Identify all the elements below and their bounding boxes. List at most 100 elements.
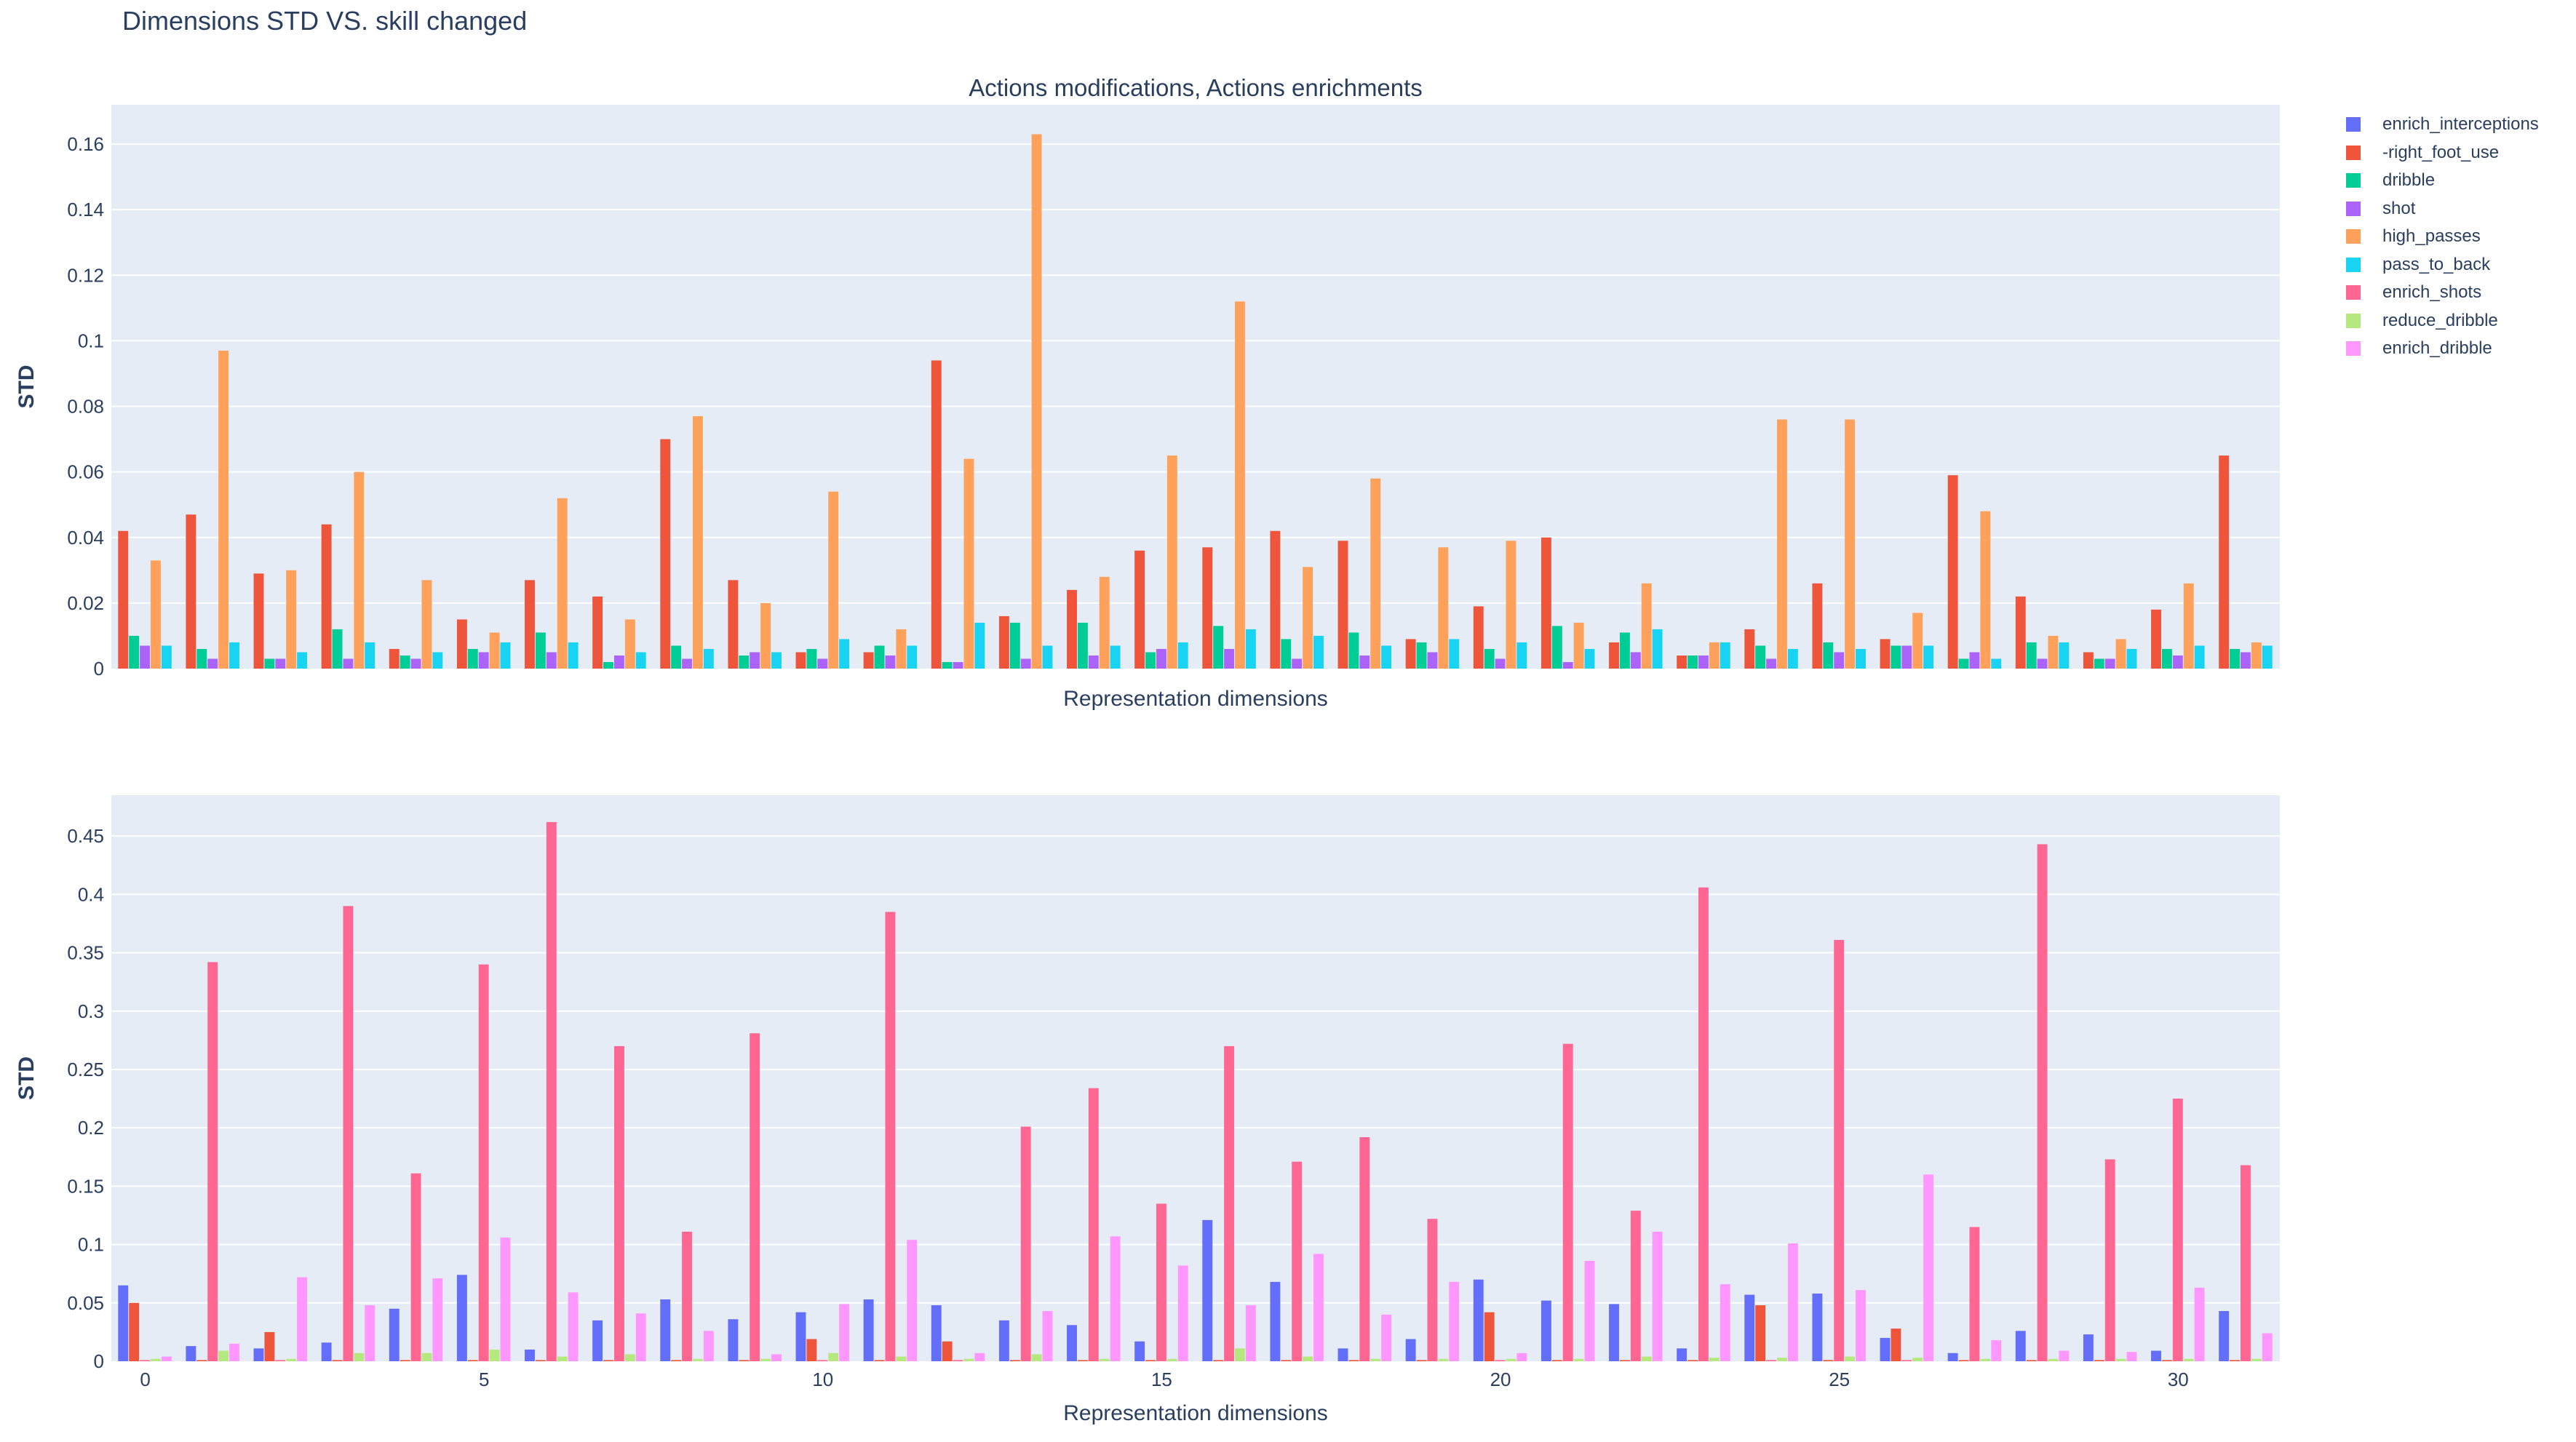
bar-enrich_dribble-18[interactable] [1381, 1314, 1392, 1361]
bar-enrich_dribble-26[interactable] [1923, 1174, 1934, 1361]
bar-enrich_dribble-19[interactable] [1449, 1281, 1460, 1361]
bar-enrich_shots-7[interactable] [613, 1045, 624, 1361]
bar-enrich_interceptions-4[interactable] [389, 1308, 399, 1361]
bar-reduce_dribble-20[interactable] [1506, 1358, 1516, 1361]
bar-enrich_dribble-23[interactable] [1720, 1284, 1730, 1361]
bar-enrich_dribble-1[interactable] [229, 1343, 239, 1361]
bar-high_passes-3[interactable] [354, 471, 365, 669]
bar-pass_to_back-4[interactable] [432, 652, 443, 669]
bar--right_foot_use-27[interactable] [1958, 1360, 1969, 1361]
bar-shot-15[interactable] [1156, 648, 1166, 669]
bar-pass_to_back-7[interactable] [635, 652, 646, 669]
bar-high_passes-24[interactable] [1777, 419, 1787, 669]
bar--right_foot_use-17[interactable] [1281, 1360, 1292, 1361]
bar-reduce_dribble-21[interactable] [1573, 1358, 1584, 1361]
bar--right_foot_use-20[interactable] [1484, 1312, 1495, 1361]
bar-pass_to_back-17[interactable] [1313, 635, 1324, 669]
bar-enrich_shots-14[interactable] [1088, 1088, 1099, 1361]
bar-enrich_shots-5[interactable] [478, 964, 489, 1361]
bar-enrich_dribble-22[interactable] [1652, 1231, 1663, 1361]
bar-dribble-27[interactable] [1958, 658, 1969, 669]
bar-enrich_interceptions-23[interactable] [1677, 1348, 1687, 1361]
legend[interactable]: enrich_interceptions -right_foot_use dribb… [2346, 111, 2539, 363]
bar-enrich_dribble-3[interactable] [365, 1305, 375, 1361]
bar-dribble-20[interactable] [1484, 648, 1495, 669]
bar-enrich_interceptions-16[interactable] [1202, 1219, 1213, 1361]
bar-pass_to_back-24[interactable] [1787, 648, 1798, 669]
bar-reduce_dribble-8[interactable] [693, 1358, 703, 1361]
legend-item-dribble[interactable]: dribble [2346, 167, 2539, 195]
bar-dribble-15[interactable] [1145, 652, 1156, 669]
bar-dribble-5[interactable] [467, 648, 478, 669]
bar--right_foot_use-16[interactable] [1213, 1360, 1224, 1361]
bar-reduce_dribble-22[interactable] [1641, 1356, 1652, 1361]
bar-enrich_interceptions-25[interactable] [1812, 1293, 1823, 1361]
bar-shot-24[interactable] [1766, 658, 1777, 669]
bar--right_foot_use-26[interactable] [1891, 1329, 1901, 1361]
bar-pass_to_back-26[interactable] [1923, 645, 1934, 669]
bar-shot-5[interactable] [478, 652, 489, 669]
bar-enrich_dribble-17[interactable] [1313, 1254, 1324, 1361]
bar-enrich_dribble-13[interactable] [1042, 1311, 1053, 1361]
bar-enrich_shots-25[interactable] [1834, 939, 1845, 1361]
bar-shot-7[interactable] [613, 655, 624, 669]
bar-enrich_shots-28[interactable] [2037, 844, 2048, 1361]
bar--right_foot_use-18[interactable] [1337, 541, 1348, 669]
bar--right_foot_use-0[interactable] [129, 1302, 140, 1361]
bar-enrich_shots-19[interactable] [1427, 1219, 1438, 1361]
bar-high_passes-0[interactable] [151, 560, 161, 669]
bar-enrich_dribble-11[interactable] [907, 1240, 918, 1361]
bar-shot-18[interactable] [1359, 655, 1370, 669]
bar-high_passes-31[interactable] [2251, 642, 2262, 669]
bar-reduce_dribble-7[interactable] [624, 1354, 635, 1361]
bar-shot-6[interactable] [546, 652, 557, 669]
bar-shot-17[interactable] [1292, 658, 1303, 669]
bar-enrich_dribble-8[interactable] [703, 1331, 714, 1361]
bar-dribble-28[interactable] [2026, 642, 2037, 669]
bar--right_foot_use-27[interactable] [1947, 475, 1958, 669]
bar-enrich_shots-6[interactable] [546, 821, 557, 1361]
bar-enrich_shots-21[interactable] [1562, 1043, 1573, 1361]
bar-high_passes-19[interactable] [1438, 547, 1449, 669]
bar-enrich_shots-23[interactable] [1698, 887, 1709, 1361]
bar-enrich_dribble-25[interactable] [1856, 1290, 1866, 1361]
bar--right_foot_use-11[interactable] [874, 1360, 885, 1361]
bar-pass_to_back-25[interactable] [1856, 648, 1866, 669]
bar-high_passes-15[interactable] [1166, 455, 1177, 669]
bar--right_foot_use-4[interactable] [399, 1360, 410, 1361]
bar-high_passes-2[interactable] [286, 570, 297, 669]
bar-high_passes-29[interactable] [2115, 639, 2126, 669]
bar--right_foot_use-25[interactable] [1823, 1360, 1834, 1361]
bar-high_passes-7[interactable] [624, 619, 635, 669]
bar-enrich_interceptions-1[interactable] [186, 1346, 196, 1361]
bar-enrich_interceptions-7[interactable] [592, 1320, 603, 1361]
bar--right_foot_use-20[interactable] [1473, 606, 1484, 669]
bar--right_foot_use-5[interactable] [456, 619, 467, 669]
bar-reduce_dribble-13[interactable] [1031, 1354, 1042, 1361]
bar-pass_to_back-2[interactable] [297, 652, 308, 669]
bar-enrich_interceptions-6[interactable] [525, 1349, 535, 1361]
bar--right_foot_use-3[interactable] [321, 524, 332, 669]
bar-shot-11[interactable] [885, 655, 896, 669]
bar-shot-31[interactable] [2240, 652, 2251, 669]
bar-reduce_dribble-25[interactable] [1845, 1356, 1856, 1361]
bar-enrich_interceptions-10[interactable] [795, 1312, 806, 1361]
bar-enrich_dribble-6[interactable] [568, 1292, 579, 1361]
bar-dribble-10[interactable] [806, 648, 817, 669]
bar-reduce_dribble-17[interactable] [1303, 1356, 1313, 1361]
bar-enrich_interceptions-2[interactable] [253, 1348, 264, 1361]
bar-reduce_dribble-1[interactable] [218, 1350, 229, 1361]
bar-enrich_dribble-15[interactable] [1177, 1265, 1188, 1361]
bar-reduce_dribble-16[interactable] [1235, 1348, 1245, 1361]
bar-reduce_dribble-24[interactable] [1777, 1358, 1787, 1361]
bar-high_passes-28[interactable] [2048, 635, 2059, 669]
bar-dribble-17[interactable] [1281, 639, 1292, 669]
bar-reduce_dribble-2[interactable] [286, 1358, 297, 1361]
bar-enrich_shots-16[interactable] [1224, 1045, 1235, 1361]
bar-enrich_dribble-14[interactable] [1110, 1236, 1121, 1361]
bar-enrich_shots-22[interactable] [1630, 1211, 1641, 1361]
bar-enrich_shots-24[interactable] [1766, 1360, 1777, 1361]
legend-item--right_foot_use[interactable]: -right_foot_use [2346, 139, 2539, 167]
bar-dribble-11[interactable] [874, 645, 885, 669]
bar-enrich_dribble-5[interactable] [500, 1237, 511, 1361]
